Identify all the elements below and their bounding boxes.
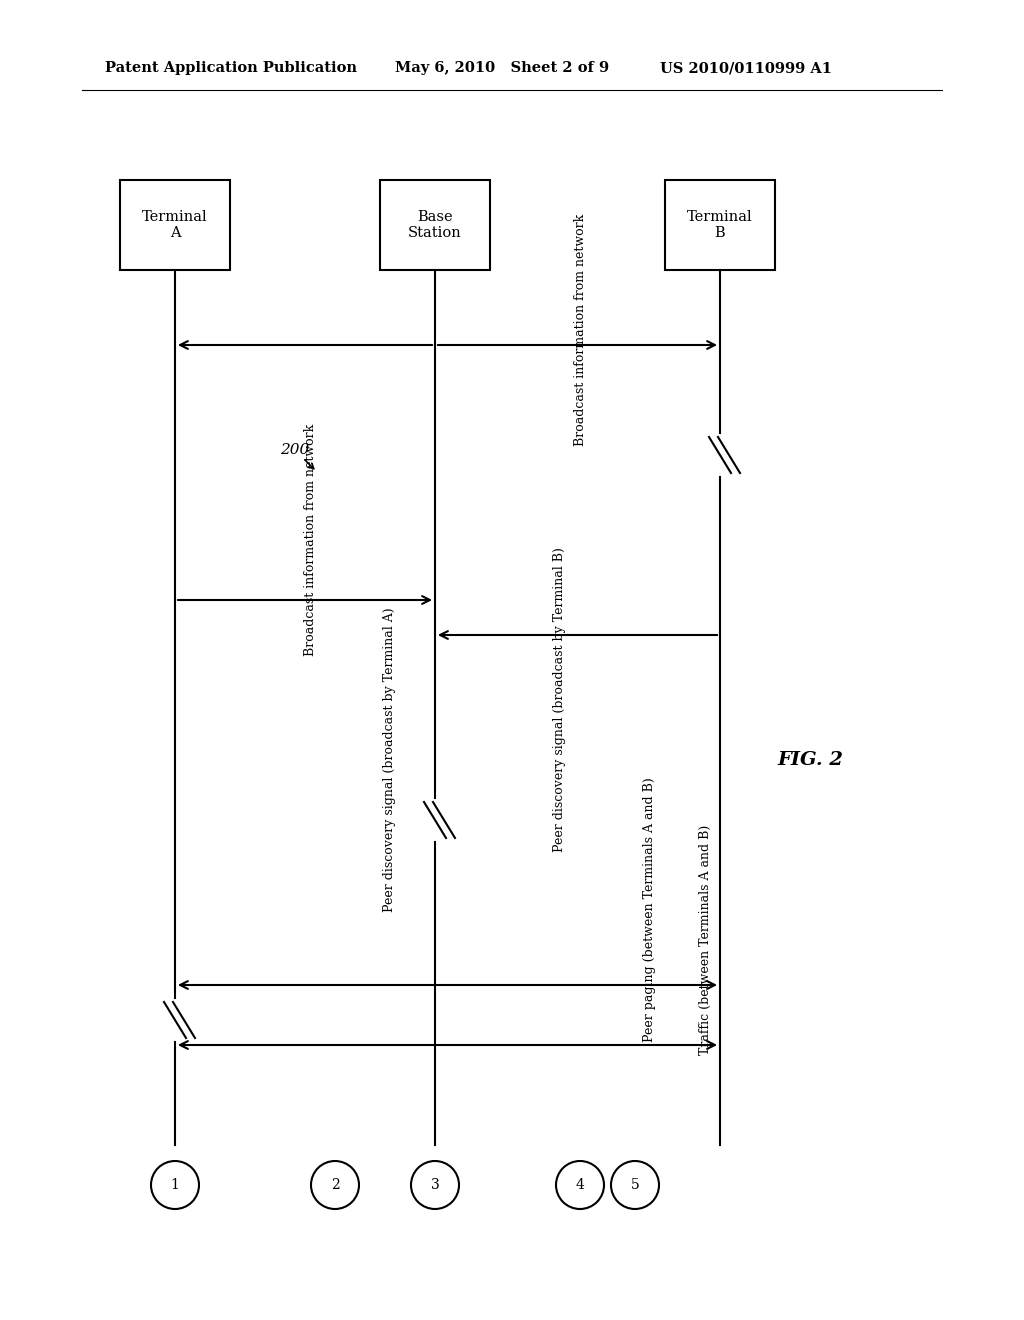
Ellipse shape	[556, 1162, 604, 1209]
Text: Peer discovery signal (broadcast by Terminal B): Peer discovery signal (broadcast by Term…	[554, 548, 566, 853]
Text: May 6, 2010   Sheet 2 of 9: May 6, 2010 Sheet 2 of 9	[395, 61, 609, 75]
Text: US 2010/0110999 A1: US 2010/0110999 A1	[660, 61, 831, 75]
Text: Broadcast information from network: Broadcast information from network	[573, 214, 587, 446]
Ellipse shape	[411, 1162, 459, 1209]
Text: Base
Station: Base Station	[409, 210, 462, 240]
Ellipse shape	[611, 1162, 659, 1209]
Text: 4: 4	[575, 1177, 585, 1192]
Text: Terminal
A: Terminal A	[142, 210, 208, 240]
Bar	[380, 180, 490, 271]
Text: 2: 2	[331, 1177, 339, 1192]
Ellipse shape	[311, 1162, 359, 1209]
Text: Peer discovery signal (broadcast by Terminal A): Peer discovery signal (broadcast by Term…	[384, 607, 396, 912]
Text: 5: 5	[631, 1177, 639, 1192]
Text: 3: 3	[431, 1177, 439, 1192]
Text: FIG. 2: FIG. 2	[777, 751, 843, 770]
Text: Peer paging (between Terminals A and B): Peer paging (between Terminals A and B)	[643, 777, 656, 1043]
Ellipse shape	[151, 1162, 199, 1209]
Text: Patent Application Publication: Patent Application Publication	[105, 61, 357, 75]
Bar	[120, 180, 230, 271]
Text: 1: 1	[171, 1177, 179, 1192]
Text: Broadcast information from network: Broadcast information from network	[303, 424, 316, 656]
Text: Terminal
B: Terminal B	[687, 210, 753, 240]
Text: Traffic (between Terminals A and B): Traffic (between Terminals A and B)	[698, 825, 712, 1055]
Text: 200: 200	[281, 444, 309, 457]
Bar	[665, 180, 775, 271]
